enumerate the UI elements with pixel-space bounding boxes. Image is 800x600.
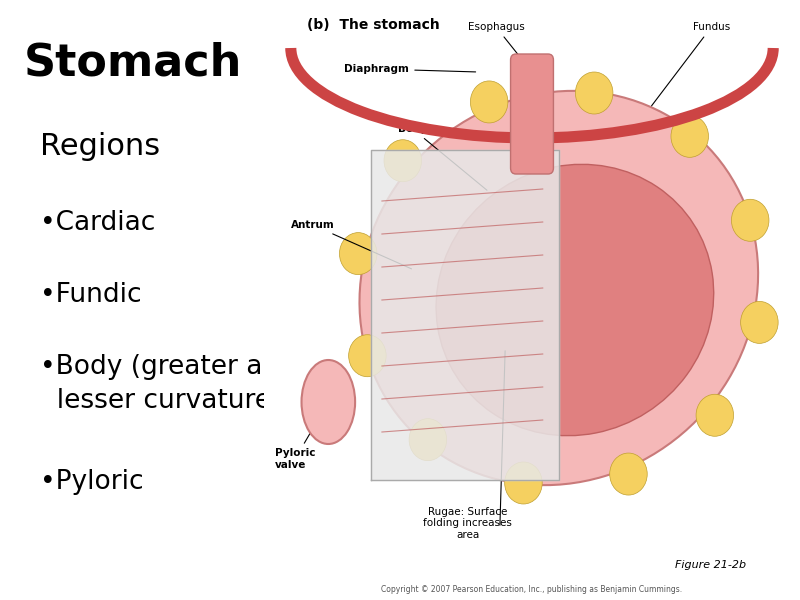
Circle shape — [741, 301, 778, 343]
FancyBboxPatch shape — [510, 54, 554, 174]
Text: Stomach: Stomach — [24, 42, 242, 85]
Text: •Cardiac: •Cardiac — [40, 210, 155, 236]
Text: Regions: Regions — [40, 132, 160, 161]
Text: (b)  The stomach: (b) The stomach — [307, 18, 440, 32]
Circle shape — [731, 199, 769, 241]
Text: Body: Body — [398, 124, 487, 190]
Circle shape — [505, 462, 542, 504]
Circle shape — [696, 394, 734, 436]
Circle shape — [339, 233, 377, 275]
Text: •Body (greater and
  lesser curvature): •Body (greater and lesser curvature) — [40, 354, 296, 414]
Ellipse shape — [302, 360, 355, 444]
Ellipse shape — [436, 164, 714, 436]
Circle shape — [575, 72, 613, 114]
Text: Rugae: Surface
folding increases
area: Rugae: Surface folding increases area — [423, 507, 512, 540]
Text: Antrum: Antrum — [291, 220, 411, 269]
Circle shape — [671, 115, 709, 157]
Circle shape — [610, 453, 647, 495]
Text: Figure 21-2b: Figure 21-2b — [675, 560, 746, 570]
Circle shape — [409, 419, 446, 461]
Text: Pyloric
valve: Pyloric valve — [274, 404, 327, 470]
Text: •Pyloric: •Pyloric — [40, 469, 144, 495]
Ellipse shape — [359, 91, 758, 485]
Circle shape — [349, 335, 386, 377]
FancyBboxPatch shape — [264, 0, 800, 600]
Polygon shape — [371, 150, 558, 480]
Text: •Fundic: •Fundic — [40, 282, 142, 308]
Text: Esophagus: Esophagus — [468, 22, 530, 70]
Circle shape — [470, 81, 508, 123]
Circle shape — [384, 140, 422, 182]
Text: Diaphragm: Diaphragm — [344, 64, 476, 74]
Text: Fundus: Fundus — [651, 22, 730, 106]
Text: Copyright © 2007 Pearson Education, Inc., publishing as Benjamin Cummings.: Copyright © 2007 Pearson Education, Inc.… — [382, 585, 682, 594]
